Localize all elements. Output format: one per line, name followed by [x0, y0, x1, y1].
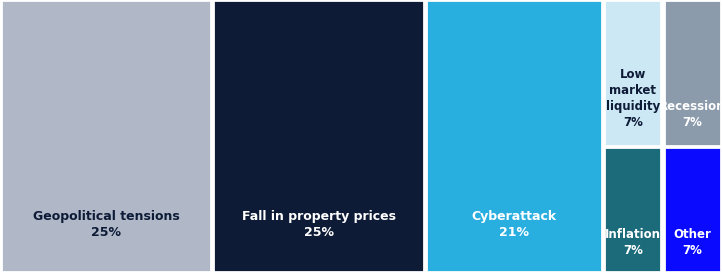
Bar — [214, 0, 424, 271]
Text: Cyberattack
21%: Cyberattack 21% — [471, 210, 557, 239]
Text: Inflation
7%: Inflation 7% — [605, 228, 661, 257]
Text: Recession
7%: Recession 7% — [659, 100, 722, 129]
Text: Low
market
liquidity
7%: Low market liquidity 7% — [606, 68, 660, 129]
Bar — [664, 147, 721, 271]
Bar — [604, 1, 661, 146]
Text: Other
7%: Other 7% — [674, 228, 711, 257]
Bar — [426, 0, 602, 271]
Text: Fall in property prices
25%: Fall in property prices 25% — [242, 210, 396, 239]
Bar — [664, 1, 721, 146]
Bar — [604, 147, 661, 271]
Bar — [1, 0, 212, 271]
Text: Geopolitical tensions
25%: Geopolitical tensions 25% — [32, 210, 180, 239]
